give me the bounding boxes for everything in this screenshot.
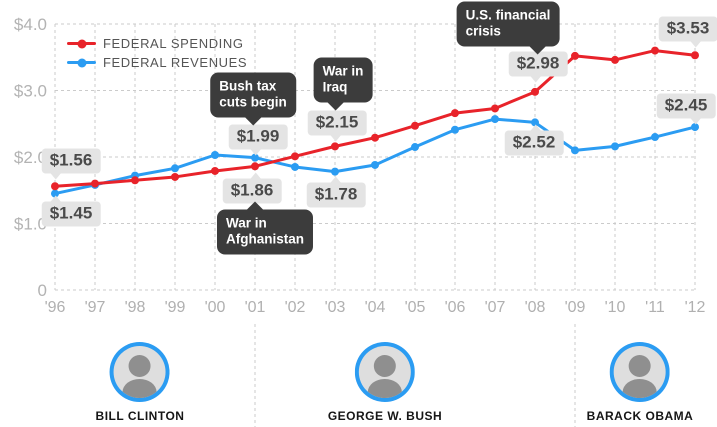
data-point-federal-spending: [131, 176, 139, 185]
legend-label: FEDERAL REVENUES: [103, 55, 248, 70]
president-george-w-bush: GEORGE W. BUSH: [328, 342, 442, 423]
data-point-federal-revenues: [651, 133, 659, 142]
y-axis-label: $4.0: [14, 15, 47, 34]
y-axis-label: $1.0: [14, 215, 47, 234]
x-axis-label: '02: [285, 299, 306, 316]
legend-label: FEDERAL SPENDING: [103, 36, 244, 51]
data-point-federal-spending: [451, 109, 459, 118]
legend-dot-icon: [77, 39, 86, 48]
data-point-federal-spending: [491, 104, 499, 113]
data-point-federal-spending: [291, 152, 299, 161]
x-axis-label: '01: [245, 299, 266, 316]
data-point-federal-spending: [611, 55, 619, 64]
data-point-federal-spending: [371, 133, 379, 142]
data-point-federal-revenues: [371, 160, 379, 169]
y-axis-label: $3.0: [14, 82, 47, 101]
x-axis-label: '04: [365, 299, 386, 316]
president-portrait-bill-clinton: [109, 342, 170, 402]
legend-item: FEDERAL SPENDING: [67, 34, 247, 53]
x-axis-label: '05: [405, 299, 426, 316]
data-point-federal-spending: [251, 162, 259, 171]
legend-dot-icon: [77, 58, 86, 67]
legend-item: FEDERAL REVENUES: [67, 53, 247, 72]
data-point-federal-revenues: [291, 162, 299, 171]
data-point-federal-spending: [691, 51, 699, 60]
x-axis-label: '00: [205, 299, 226, 316]
x-axis-label: '11: [645, 299, 665, 316]
data-point-federal-spending: [531, 87, 539, 96]
legend-line-swatch: [67, 58, 96, 67]
data-point-federal-revenues: [451, 125, 459, 134]
data-point-federal-spending: [331, 142, 339, 151]
x-axis-label: '03: [325, 299, 346, 316]
x-axis-label: '07: [485, 299, 506, 316]
data-point-federal-revenues: [691, 123, 699, 132]
president-name: BILL CLINTON: [95, 409, 185, 423]
portrait-icon: [355, 342, 415, 402]
data-point-federal-revenues: [611, 142, 619, 151]
data-point-federal-spending: [571, 51, 579, 60]
president-name: BARACK OBAMA: [586, 409, 694, 423]
data-point-federal-revenues: [331, 167, 339, 176]
data-point-federal-revenues: [251, 153, 259, 162]
x-axis-label: '12: [685, 299, 706, 316]
data-point-federal-revenues: [571, 146, 579, 155]
data-point-federal-revenues: [491, 115, 499, 124]
data-point-federal-spending: [411, 121, 419, 130]
x-axis-label: '06: [445, 299, 466, 316]
data-point-federal-spending: [171, 172, 179, 181]
president-portrait-george-w-bush: [355, 342, 415, 402]
data-point-federal-revenues: [51, 189, 59, 198]
legend: FEDERAL SPENDING FEDERAL REVENUES: [67, 34, 247, 72]
x-axis-label: '09: [565, 299, 586, 316]
x-axis-label: '98: [125, 299, 146, 316]
x-axis-label: '97: [85, 299, 106, 316]
data-point-federal-revenues: [411, 143, 419, 152]
president-bill-clinton: BILL CLINTON: [96, 342, 185, 423]
x-axis-label: '08: [525, 299, 546, 316]
president-name: GEORGE W. BUSH: [327, 409, 443, 423]
x-axis-label: '10: [605, 299, 626, 316]
portrait-icon: [109, 342, 170, 402]
data-point-federal-revenues: [171, 164, 179, 173]
legend-line-swatch: [67, 39, 96, 48]
y-axis-label: $2.0: [14, 148, 47, 167]
data-point-federal-revenues: [211, 151, 219, 160]
data-point-federal-revenues: [531, 118, 539, 127]
president-barack-obama: BARACK OBAMA: [587, 342, 694, 423]
portrait-icon: [609, 342, 670, 402]
data-point-federal-spending: [51, 182, 59, 191]
data-point-federal-spending: [651, 46, 659, 55]
data-point-federal-spending: [91, 179, 99, 188]
y-axis-label: 0: [38, 281, 47, 300]
data-point-federal-spending: [211, 166, 219, 175]
x-axis-label: '99: [165, 299, 186, 316]
president-portrait-barack-obama: [609, 342, 670, 402]
x-axis-label: '96: [45, 299, 66, 316]
